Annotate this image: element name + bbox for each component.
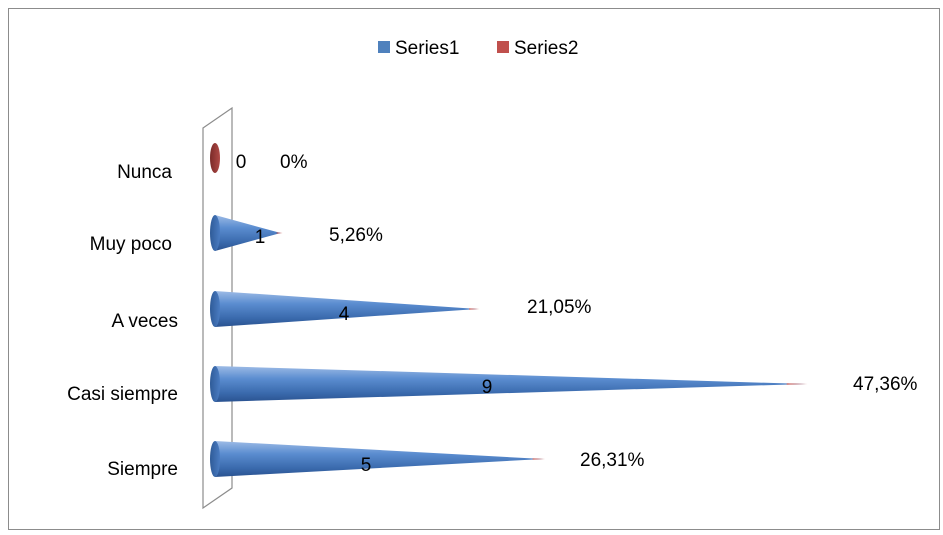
bar-series2-tip: [276, 232, 283, 234]
percent-label: 5,26%: [329, 225, 383, 246]
category-label: Muy poco: [90, 234, 172, 255]
category-label: Nunca: [117, 162, 172, 183]
legend-swatch-series1: [378, 41, 390, 53]
value-label: 1: [255, 227, 266, 248]
bar-base: [210, 441, 220, 477]
legend-label-series1: Series1: [395, 38, 459, 59]
bar-base: [210, 366, 220, 402]
bar: [215, 441, 544, 477]
value-label: 9: [482, 377, 493, 398]
category-label: Casi siempre: [67, 384, 178, 405]
value-label: 5: [361, 455, 372, 476]
bar: [215, 366, 806, 402]
bar-series2-tip: [469, 308, 480, 310]
percent-label: 0%: [280, 152, 308, 173]
category-label: Siempre: [107, 459, 178, 480]
bar-base: [210, 291, 220, 327]
bar: [215, 215, 281, 251]
legend-swatch-series2: [497, 41, 509, 53]
percent-label: 21,05%: [527, 297, 592, 318]
bar-series2-tip: [532, 458, 546, 460]
percent-label: 47,36%: [853, 374, 918, 395]
legend: Series1 Series2: [378, 38, 578, 59]
legend-label-series2: Series2: [514, 38, 578, 59]
data-labels: 0 0% 1 5,26% 4 21,05% 9 47,36% 5 26,31%: [236, 152, 918, 476]
category-labels: Nunca Muy poco A veces Casi siempre Siem…: [67, 162, 178, 480]
percent-label: 26,31%: [580, 450, 645, 471]
bars-group: [210, 143, 808, 477]
bar-series2-tip: [786, 383, 808, 385]
category-label: A veces: [111, 311, 178, 332]
value-label: 0: [236, 152, 247, 173]
chart-frame: [8, 8, 940, 530]
bar-zero-marker: [210, 143, 220, 173]
bar: [215, 291, 478, 327]
bar-base: [210, 215, 220, 251]
value-label: 4: [339, 304, 350, 325]
